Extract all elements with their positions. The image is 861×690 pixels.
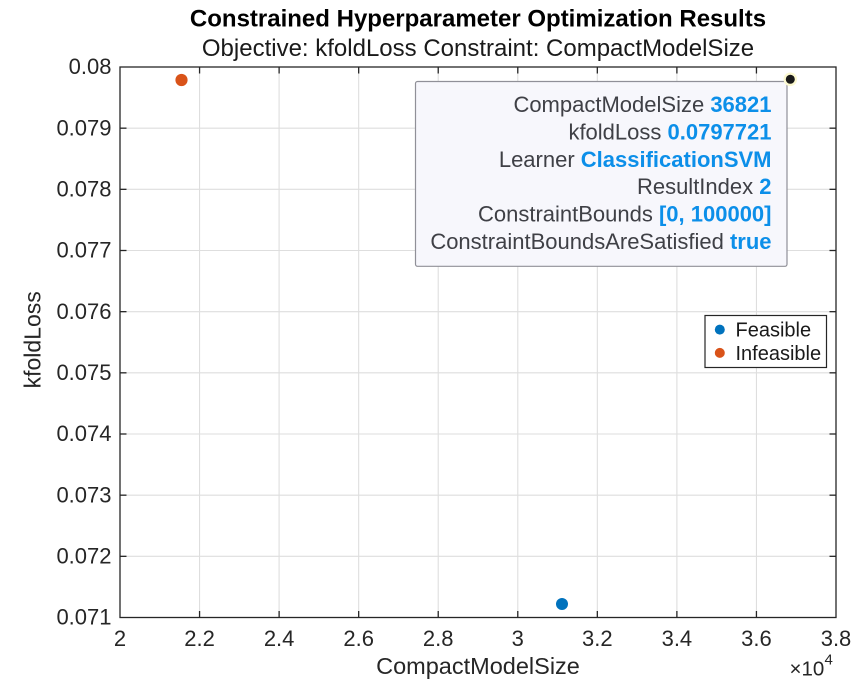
svg-text:Learner ClassificationSVM: Learner ClassificationSVM xyxy=(499,147,772,172)
svg-text:ConstraintBounds [0, 100000]: ConstraintBounds [0, 100000] xyxy=(478,202,772,227)
svg-text:3: 3 xyxy=(512,626,524,651)
svg-text:3.6: 3.6 xyxy=(741,626,772,651)
svg-text:0.078: 0.078 xyxy=(56,177,111,202)
svg-text:Infeasible: Infeasible xyxy=(736,343,822,365)
svg-text:2.6: 2.6 xyxy=(343,626,374,651)
svg-text:4: 4 xyxy=(825,652,833,669)
svg-text:CompactModelSize: CompactModelSize xyxy=(376,653,580,679)
svg-text:0.077: 0.077 xyxy=(56,238,111,263)
svg-text:3.4: 3.4 xyxy=(662,626,693,651)
svg-text:0.071: 0.071 xyxy=(56,605,111,630)
svg-text:0.076: 0.076 xyxy=(56,299,111,324)
svg-text:0.075: 0.075 xyxy=(56,360,111,385)
svg-text:ConstraintBoundsAreSatisfied t: ConstraintBoundsAreSatisfied true xyxy=(430,229,771,254)
svg-text:0.08: 0.08 xyxy=(69,54,112,79)
svg-text:Objective: kfoldLoss Constrain: Objective: kfoldLoss Constraint: Compact… xyxy=(202,35,754,62)
svg-text:Feasible: Feasible xyxy=(736,320,812,342)
svg-text:Constrained Hyperparameter Opt: Constrained Hyperparameter Optimization … xyxy=(190,6,766,33)
svg-text:2.2: 2.2 xyxy=(184,626,215,651)
svg-text:CompactModelSize 36821: CompactModelSize 36821 xyxy=(513,92,771,117)
svg-text:2.4: 2.4 xyxy=(264,626,295,651)
svg-text:3.8: 3.8 xyxy=(821,626,852,651)
svg-text:2.8: 2.8 xyxy=(423,626,454,651)
svg-text:0.073: 0.073 xyxy=(56,482,111,507)
svg-text:0.072: 0.072 xyxy=(56,544,111,569)
svg-text:0.079: 0.079 xyxy=(56,115,111,140)
svg-text:2: 2 xyxy=(114,626,126,651)
svg-text:kfoldLoss: kfoldLoss xyxy=(20,291,46,388)
svg-text:ResultIndex 2: ResultIndex 2 xyxy=(637,174,772,199)
svg-text:kfoldLoss 0.0797721: kfoldLoss 0.0797721 xyxy=(568,120,771,145)
svg-text:3.2: 3.2 xyxy=(582,626,613,651)
svg-text:×10: ×10 xyxy=(790,658,825,681)
svg-text:0.074: 0.074 xyxy=(56,421,111,446)
